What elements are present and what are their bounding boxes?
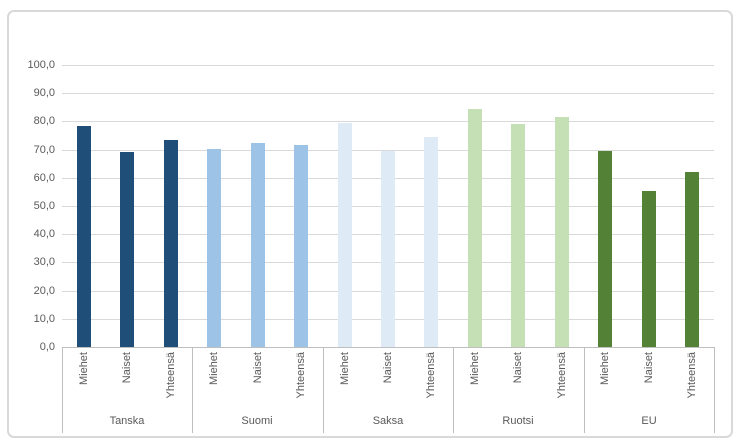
bar-eu-naiset[interactable] bbox=[642, 191, 656, 347]
bar-suomi-naiset[interactable] bbox=[251, 143, 265, 347]
bar-suomi-miehet[interactable] bbox=[207, 149, 221, 347]
bar-saksa-miehet[interactable] bbox=[338, 123, 352, 347]
bar-ruotsi-naiset[interactable] bbox=[511, 124, 525, 347]
bar-suomi-yhteensä[interactable] bbox=[294, 145, 308, 347]
bar-tanska-naiset[interactable] bbox=[120, 152, 134, 347]
bar-tanska-yhteensä[interactable] bbox=[164, 140, 178, 347]
bar-saksa-naiset[interactable] bbox=[381, 151, 395, 347]
bar-tanska-miehet[interactable] bbox=[77, 126, 91, 347]
bar-saksa-yhteensä[interactable] bbox=[424, 137, 438, 347]
bar-ruotsi-miehet[interactable] bbox=[468, 109, 482, 347]
bar-eu-yhteensä[interactable] bbox=[685, 172, 699, 347]
chart-frame bbox=[7, 10, 733, 438]
bar-ruotsi-yhteensä[interactable] bbox=[555, 117, 569, 347]
bar-eu-miehet[interactable] bbox=[598, 151, 612, 347]
